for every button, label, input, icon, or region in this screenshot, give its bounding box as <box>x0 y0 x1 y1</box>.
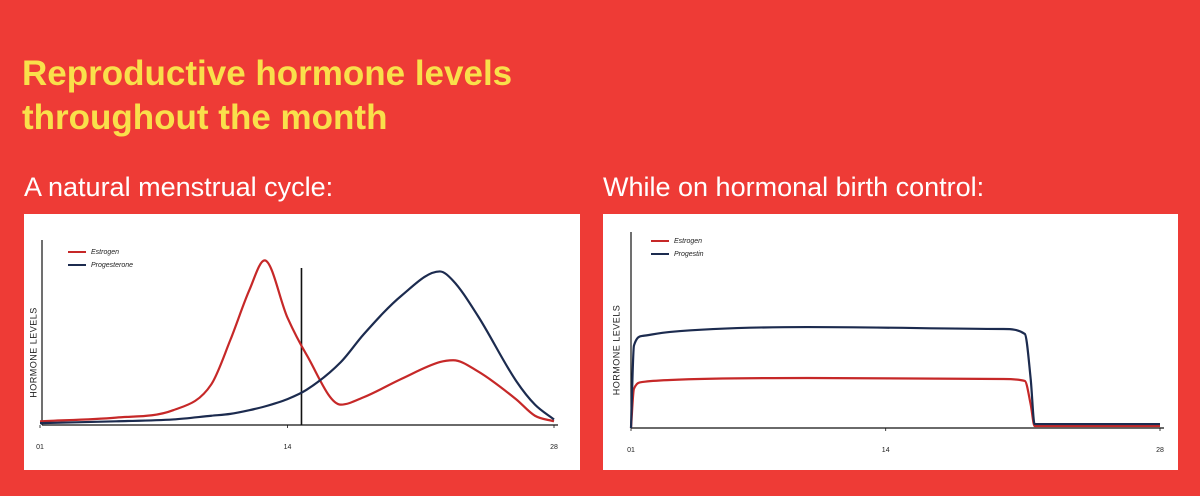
chart-title: A natural menstrual cycle: <box>24 172 334 202</box>
x-tick-label: 28 <box>1156 447 1164 454</box>
line-series <box>39 270 555 425</box>
legend-label: Estrogen <box>91 249 119 256</box>
chart: HORMONE LEVELS 01 14 28 Estrogen Progesterone <box>24 214 580 470</box>
line-series <box>629 376 1160 429</box>
x-tick-label: 28 <box>550 444 558 451</box>
legend-label: Progestin <box>674 251 704 258</box>
x-tick-label: 01 <box>627 447 635 454</box>
x-tick-label: 01 <box>36 444 44 451</box>
y-axis-label: HORMONE LEVELS <box>611 305 621 396</box>
legend-label: Progesterone <box>91 262 133 269</box>
y-axis-label: HORMONE LEVELS <box>28 307 38 398</box>
legend-label: Estrogen <box>674 238 702 245</box>
chart: HORMONE LEVELS 01 14 28 Estrogen Progestin <box>603 214 1178 470</box>
line-series <box>629 325 1160 429</box>
chart-title: While on hormonal birth control: <box>603 172 985 202</box>
line-series <box>39 259 555 423</box>
x-tick-label: 14 <box>882 447 890 454</box>
x-tick-label: 14 <box>284 444 292 451</box>
page-title: Reproductive hormone levels throughout t… <box>22 54 513 137</box>
